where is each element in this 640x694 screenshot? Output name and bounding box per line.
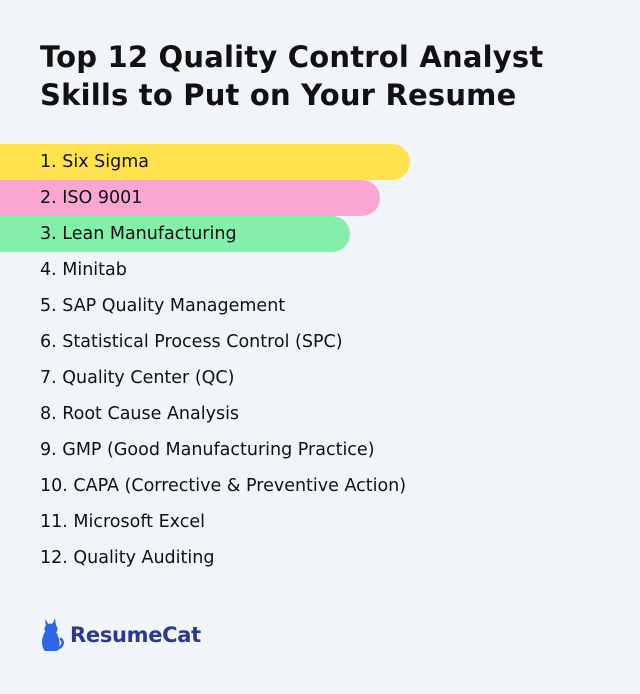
skill-item-2: 2. ISO 9001: [0, 180, 380, 216]
skill-item-8: 8. Root Cause Analysis: [40, 404, 240, 424]
skill-item-4: 4. Minitab: [40, 260, 127, 280]
brand-name: ResumeCat: [70, 623, 201, 647]
skill-item-5: 5. SAP Quality Management: [40, 296, 286, 316]
brand-logo[interactable]: ResumeCat: [40, 615, 201, 655]
skill-item-12: 12. Quality Auditing: [40, 548, 215, 568]
skills-list: 1. Six Sigma 2. ISO 9001 3. Lean Manufac…: [0, 144, 640, 576]
skill-item-6: 6. Statistical Process Control (SPC): [40, 332, 343, 352]
skill-item-7: 7. Quality Center (QC): [40, 368, 235, 388]
skill-item-3: 3. Lean Manufacturing: [0, 216, 350, 252]
cat-icon: [42, 618, 64, 651]
skill-item-10: 10. CAPA (Corrective & Preventive Action…: [40, 476, 407, 496]
skill-item-11: 11. Microsoft Excel: [40, 512, 205, 532]
skill-item-1: 1. Six Sigma: [0, 144, 410, 180]
page-title: Top 12 Quality Control Analyst Skills to…: [40, 40, 544, 112]
skill-item-9: 9. GMP (Good Manufacturing Practice): [40, 440, 375, 460]
